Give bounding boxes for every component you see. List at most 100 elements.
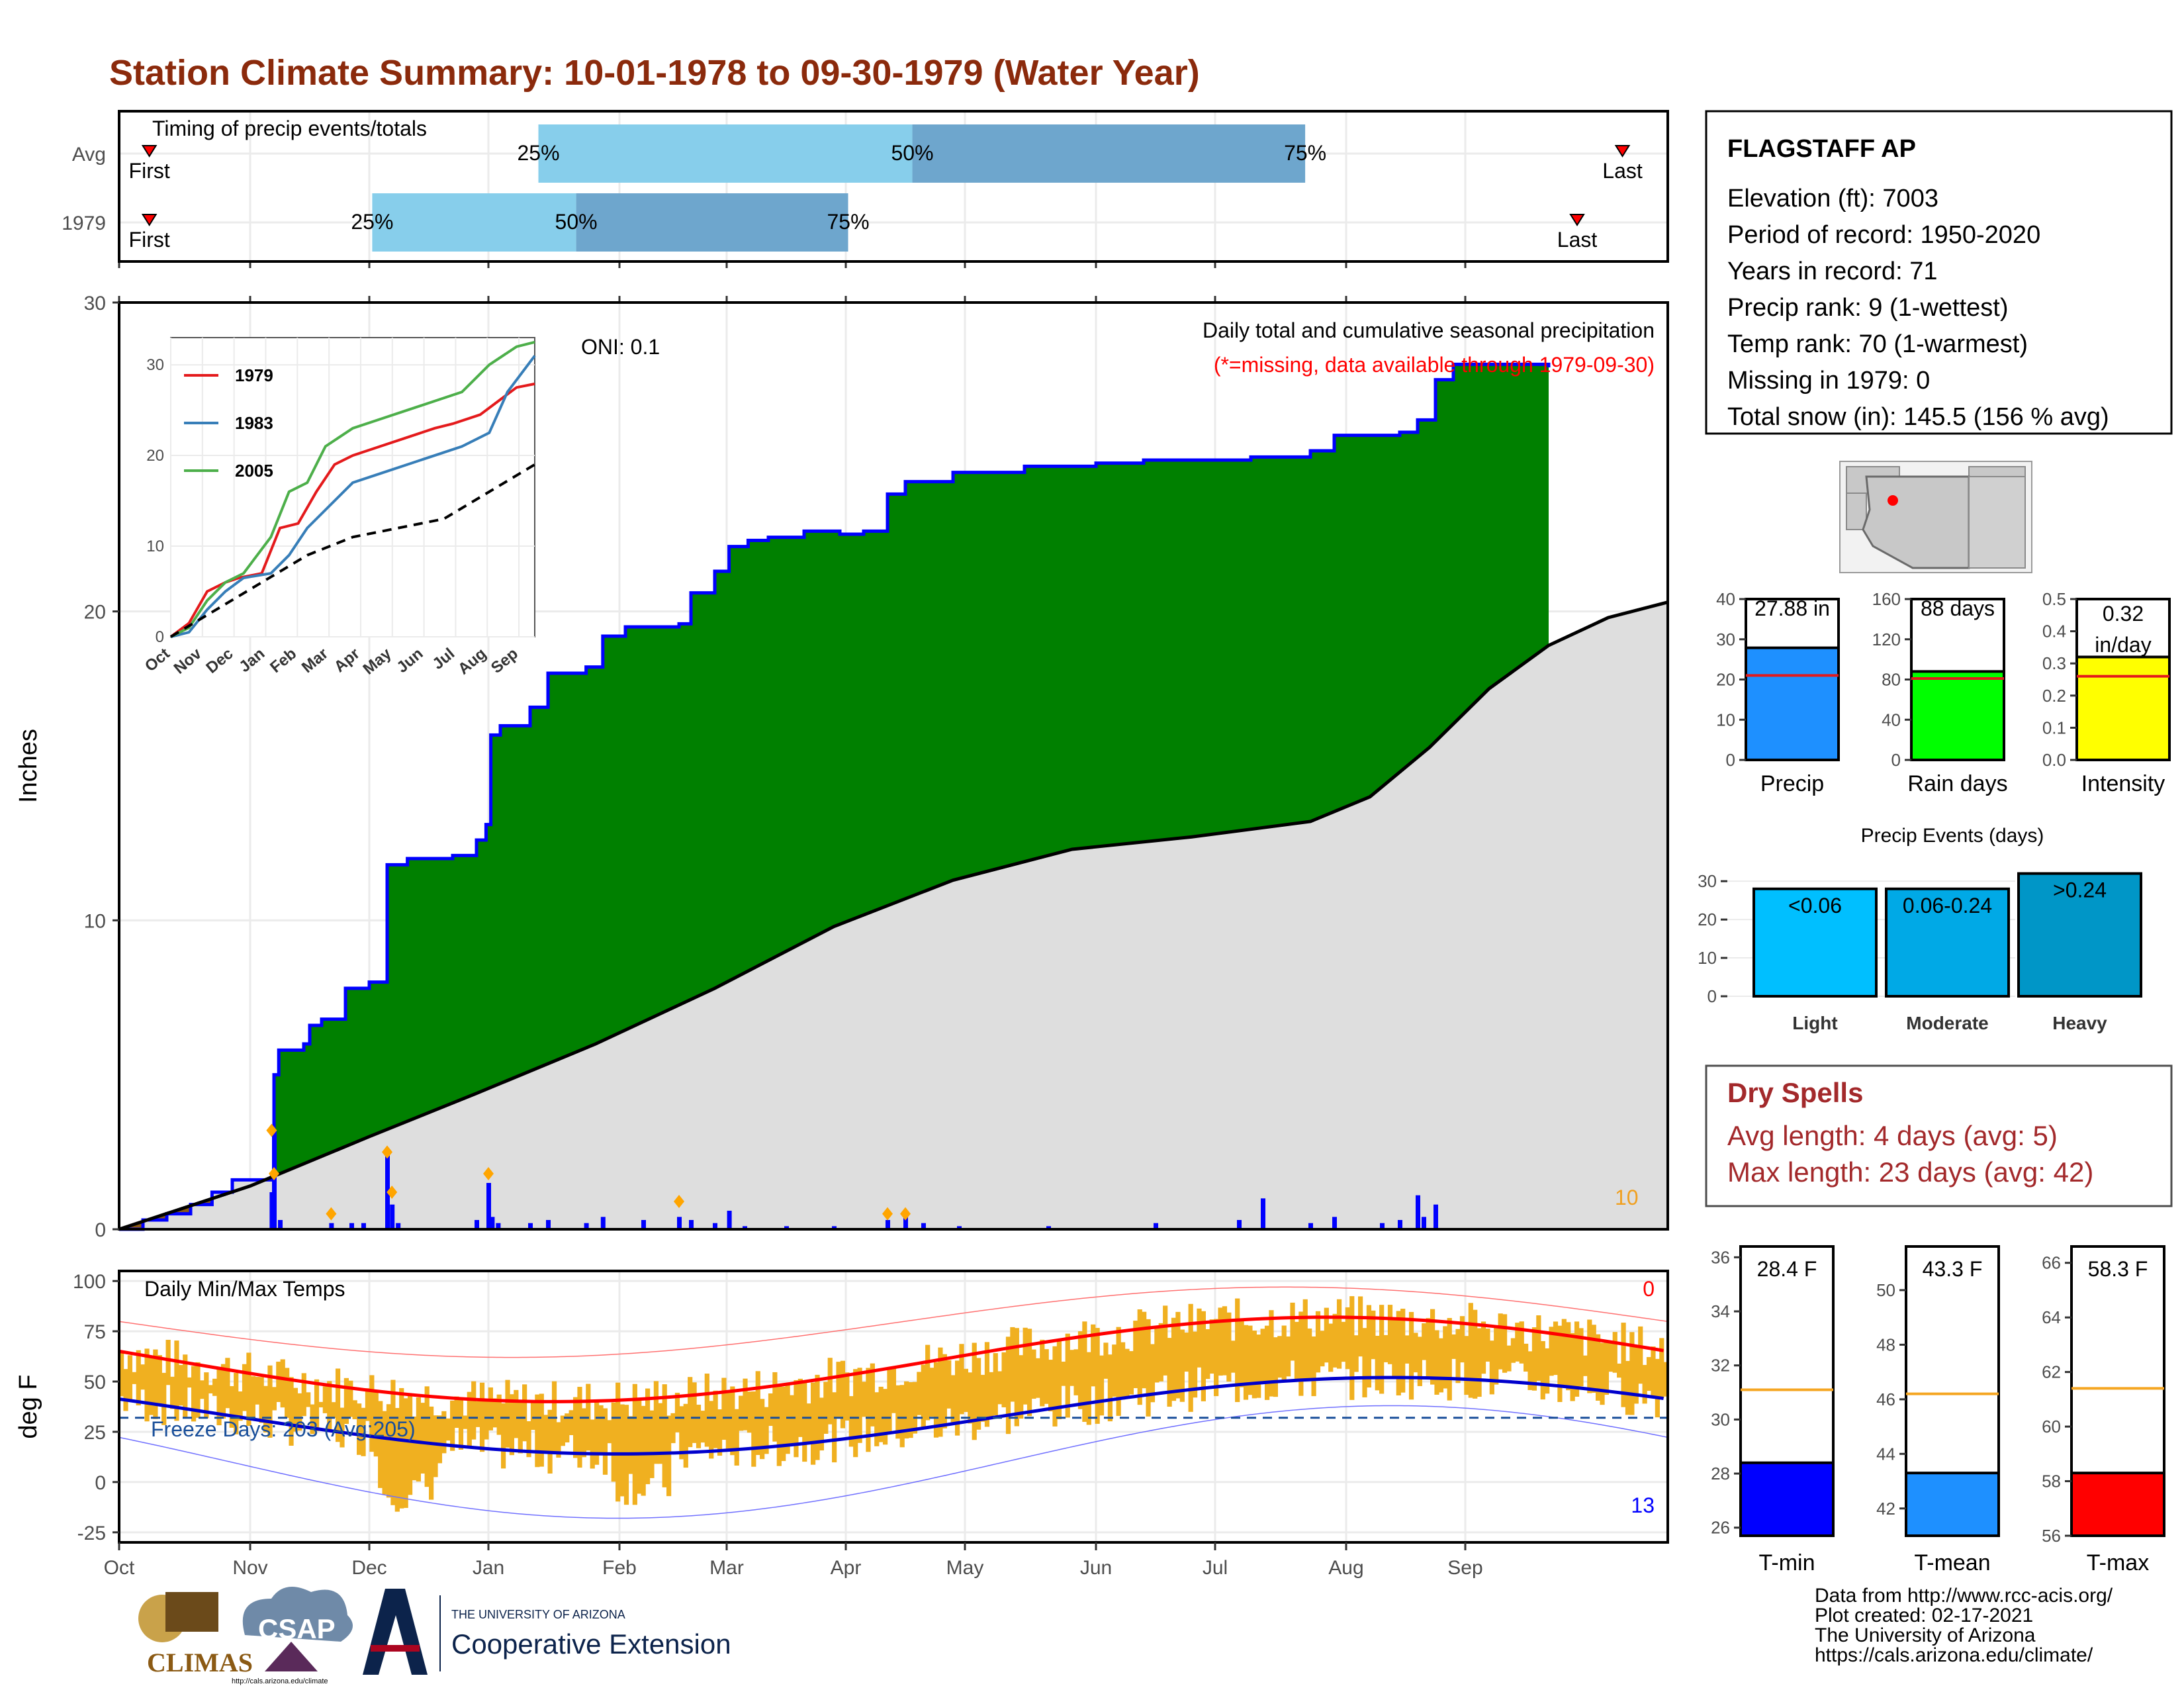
map-station-dot: [1888, 495, 1898, 506]
csap-logo-cloud: [242, 1587, 353, 1642]
events-tick-label: 0: [1707, 986, 1717, 1006]
daily-temp-bar: [1137, 1309, 1142, 1405]
daily-temp-bar: [1120, 1342, 1126, 1400]
daily-temp-bar: [378, 1401, 383, 1488]
events-category: Moderate: [1906, 1013, 1988, 1033]
map-state-new-mexico: [1968, 476, 2026, 569]
daily-record-marker: [266, 1123, 277, 1137]
page-title: Station Climate Summary: 10-01-1978 to 0…: [109, 53, 1200, 93]
daily-temp-bar: [551, 1381, 557, 1452]
daily-temp-bar: [739, 1395, 744, 1431]
daily-temp-bar: [1549, 1327, 1554, 1376]
daily-temp-bar: [917, 1372, 922, 1415]
daily-temp-bar: [216, 1369, 222, 1426]
daily-precip-bar: [269, 1192, 275, 1229]
daily-record-marker: [326, 1207, 337, 1221]
daily-temp-bar: [314, 1379, 320, 1431]
daily-temp-bar: [322, 1386, 328, 1413]
daily-temp-bar: [572, 1397, 578, 1458]
daily-precip-bar: [390, 1204, 395, 1229]
daily-temp-bar: [140, 1364, 146, 1390]
daily-temp-bar: [1112, 1344, 1117, 1397]
mini-bar-tick-label: 0.0: [2042, 750, 2066, 770]
daily-temp-bar: [1396, 1311, 1401, 1396]
daily-temp-bar: [819, 1397, 825, 1451]
daily-temp-bar: [611, 1402, 616, 1482]
map-state-neighbor-w: [1846, 492, 1867, 530]
month-label: Dec: [351, 1557, 387, 1579]
daily-temp-bar: [848, 1396, 854, 1447]
daily-temp-bar: [1133, 1321, 1138, 1389]
precip-events-title: Precip Events (days): [1861, 825, 2044, 847]
daily-temp-bar: [1197, 1308, 1202, 1368]
daily-temp-bar: [1077, 1331, 1083, 1409]
daily-temp-bar: [505, 1380, 510, 1448]
daily-temp-bar: [874, 1392, 880, 1446]
daily-record-marker: [269, 1167, 279, 1180]
summary-bar-charts: 0 10 20 30 40 27.88 in Precip 0 40 80 120 160 88 day…: [1716, 589, 2171, 796]
csap-logo-url: http://cals.arizona.edu/climate: [232, 1677, 328, 1685]
timing-label-p25: 25%: [351, 210, 393, 234]
daily-temp-bar: [463, 1415, 468, 1429]
inset-series-line-1983: [170, 355, 536, 638]
daily-temp-bar: [1205, 1329, 1210, 1380]
daily-temp-bar: [123, 1369, 128, 1411]
daily-temp-bar: [1184, 1333, 1189, 1372]
daily-temp-bar: [556, 1422, 561, 1458]
daily-temp-bar: [238, 1391, 243, 1421]
daily-temp-bar: [1379, 1305, 1385, 1394]
month-label: Jun: [1080, 1557, 1112, 1579]
daily-temp-bar: [1468, 1303, 1473, 1398]
mini-bar-value-label: 88 days: [1921, 596, 1995, 620]
month-label: Nov: [232, 1557, 267, 1579]
daily-temp-bar: [471, 1381, 477, 1440]
daily-temp-bar: [1269, 1310, 1274, 1397]
daily-temp-bar: [246, 1352, 251, 1427]
daily-temp-bar: [721, 1378, 727, 1440]
record-min-line: [118, 1405, 1668, 1519]
station-lines: Elevation (ft): 7003 Period of record: 19…: [1727, 185, 2109, 431]
timing-bar-50-75: [576, 193, 848, 252]
station-info-line: Temp rank: 70 (1-warmest): [1727, 330, 2028, 358]
daily-temp-bar: [255, 1377, 260, 1405]
mini-bar-tick-label: 0.5: [2042, 589, 2066, 609]
daily-temp-bar: [853, 1369, 858, 1458]
daily-temp-bar: [1201, 1311, 1206, 1401]
temp-bar-tick-label: 28: [1711, 1464, 1730, 1483]
daily-temp-bar: [242, 1364, 248, 1411]
logos: CLIMAS CSAP http://cals.arizona.edu/clim…: [138, 1587, 731, 1685]
temp-plot: [118, 1286, 1668, 1519]
daily-temp-bar: [165, 1340, 171, 1385]
daily-temp-bar: [704, 1374, 709, 1447]
mini-bar-fill: [1745, 646, 1840, 762]
daily-temp-bar: [1358, 1296, 1363, 1357]
daily-temp-bar: [1473, 1309, 1478, 1399]
daily-temp-bar: [539, 1393, 544, 1467]
station-info-line: Years in record: 71: [1727, 258, 1938, 285]
daily-temp-bar: [764, 1407, 769, 1454]
footer-line-1: Data from http://www.rcc-acis.org/: [1815, 1585, 2113, 1607]
daily-temp-bar: [598, 1405, 604, 1454]
daily-temp-bar: [271, 1387, 277, 1411]
events-tick-label: 10: [1698, 948, 1717, 968]
daily-temp-bar: [1307, 1328, 1312, 1381]
month-label: Jul: [1203, 1557, 1228, 1579]
temp-bar-tick-label: 42: [1876, 1499, 1895, 1519]
timing-title: Timing of precip events/totals: [152, 117, 427, 140]
daily-temp-bar: [1091, 1324, 1096, 1387]
daily-temp-bar: [1056, 1339, 1062, 1420]
daily-temp-bar: [1154, 1327, 1160, 1383]
daily-temp-bar: [772, 1372, 778, 1442]
daily-temp-bar: [1455, 1329, 1461, 1383]
daily-temp-bar: [1298, 1311, 1304, 1396]
csap-logo-text: CSAP: [258, 1613, 336, 1644]
daily-temp-bar: [709, 1401, 714, 1459]
mini-bar-tick-label: 40: [1716, 589, 1735, 609]
daily-temp-bar: [1336, 1299, 1342, 1369]
daily-temp-bar: [1052, 1346, 1058, 1427]
station-info-box: FLAGSTAFF AP Elevation (ft): 7003 Period …: [1705, 110, 2173, 435]
daily-temp-bar: [195, 1362, 201, 1418]
inset-ytick-label: 30: [146, 356, 164, 374]
daily-precip-bar: [475, 1220, 479, 1229]
temp-bar-tick-label: 56: [2042, 1526, 2061, 1546]
